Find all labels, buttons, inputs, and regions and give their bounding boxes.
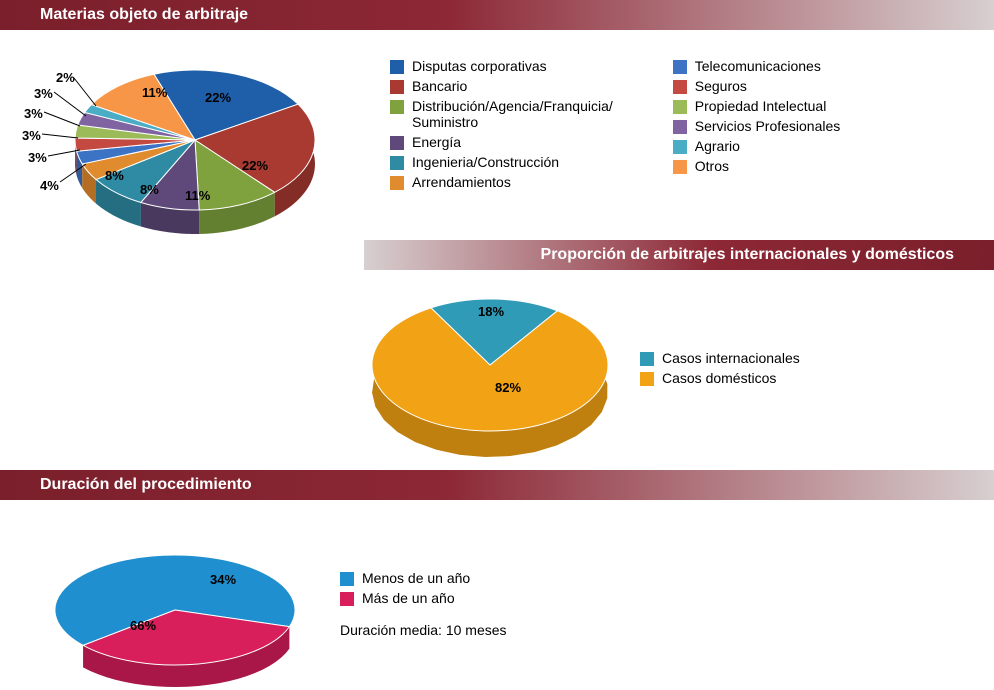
legend-item: Propiedad Intelectual: [673, 98, 841, 114]
legend-duracion: Menos de un año Más de un año Duración me…: [340, 570, 507, 638]
legend-item: Casos internacionales: [640, 350, 800, 366]
pie-proporcion-labels: 18% 82%: [0, 270, 994, 470]
legend-label: Distribución/Agencia/Franquicia/Suminist…: [412, 98, 613, 130]
legend-label: Seguros: [695, 78, 747, 94]
legend-swatch: [390, 60, 404, 74]
section-title: Duración del procedimiento: [40, 476, 252, 493]
legend-materias: Disputas corporativas Bancario Distribució…: [390, 58, 840, 194]
duracion-footnote: Duración media: 10 meses: [340, 622, 507, 638]
legend-item: Más de un año: [340, 590, 507, 606]
legend-label: Casos domésticos: [662, 370, 776, 386]
legend-swatch: [340, 592, 354, 606]
legend-label: Menos de un año: [362, 570, 470, 586]
legend-label: Agrario: [695, 138, 740, 154]
legend-swatch: [673, 60, 687, 74]
legend-item: Disputas corporativas: [390, 58, 613, 74]
legend-label: Otros: [695, 158, 729, 174]
legend-swatch: [673, 140, 687, 154]
legend-item: Distribución/Agencia/Franquicia/Suminist…: [390, 98, 613, 130]
slice-pct-label: 11%: [142, 85, 167, 100]
slice-pct-label: 11%: [185, 188, 210, 203]
legend-label: Más de un año: [362, 590, 455, 606]
legend-item: Servicios Profesionales: [673, 118, 841, 134]
section-title: Materias objeto de arbitraje: [40, 6, 248, 23]
slice-pct-label: 82%: [495, 380, 521, 395]
legend-swatch: [673, 120, 687, 134]
legend-swatch: [390, 80, 404, 94]
legend-swatch: [640, 352, 654, 366]
legend-item: Bancario: [390, 78, 613, 94]
legend-item: Otros: [673, 158, 841, 174]
section-title: Proporción de arbitrajes internacionales…: [541, 246, 954, 263]
legend-swatch: [640, 372, 654, 386]
section-title-bar: Materias objeto de arbitraje: [0, 0, 994, 30]
legend-label: Disputas corporativas: [412, 58, 547, 74]
legend-label: Servicios Profesionales: [695, 118, 841, 134]
legend-item: Energía: [390, 134, 613, 150]
section-title-bar: Proporción de arbitrajes internacionales…: [364, 240, 994, 270]
pie-materias-labels: 22%22%11%8%8%4%3%3%3%3%2%11%: [0, 30, 370, 240]
legend-swatch: [673, 160, 687, 174]
legend-swatch: [390, 136, 404, 150]
slice-pct-label: 4%: [40, 178, 59, 193]
slice-pct-label: 22%: [205, 90, 231, 105]
slice-pct-label: 3%: [24, 106, 43, 121]
legend-proporcion: Casos internacionales Casos domésticos: [640, 350, 800, 388]
legend-swatch: [390, 156, 404, 170]
legend-label: Energía: [412, 134, 461, 150]
legend-item: Menos de un año: [340, 570, 507, 586]
legend-label: Bancario: [412, 78, 467, 94]
legend-item: Seguros: [673, 78, 841, 94]
legend-swatch: [390, 100, 404, 114]
legend-swatch: [673, 100, 687, 114]
slice-pct-label: 18%: [478, 304, 504, 319]
section-proporcion: Proporción de arbitrajes internacionales…: [0, 240, 994, 470]
legend-swatch: [340, 572, 354, 586]
legend-item: Agrario: [673, 138, 841, 154]
slice-pct-label: 66%: [130, 618, 156, 633]
legend-label: Ingenieria/Construcción: [412, 154, 559, 170]
slice-pct-label: 8%: [105, 168, 124, 183]
slice-pct-label: 3%: [34, 86, 53, 101]
legend-label: Arrendamientos: [412, 174, 511, 190]
legend-label: Propiedad Intelectual: [695, 98, 827, 114]
section-duracion: Duración del procedimiento 66% 34% Menos …: [0, 470, 994, 690]
legend-label: Casos internacionales: [662, 350, 800, 366]
legend-item: Casos domésticos: [640, 370, 800, 386]
section-materias: Materias objeto de arbitraje 22% 22% 11% 8%…: [0, 0, 994, 240]
legend-item: Telecomunicaciones: [673, 58, 841, 74]
legend-label: Telecomunicaciones: [695, 58, 821, 74]
legend-swatch: [673, 80, 687, 94]
legend-item: Arrendamientos: [390, 174, 613, 190]
slice-pct-label: 2%: [56, 70, 75, 85]
slice-pct-label: 3%: [28, 150, 47, 165]
slice-pct-label: 34%: [210, 572, 236, 587]
section-title-bar: Duración del procedimiento: [0, 470, 994, 500]
legend-swatch: [390, 176, 404, 190]
slice-pct-label: 22%: [242, 158, 268, 173]
slice-pct-label: 8%: [140, 182, 159, 197]
slice-pct-label: 3%: [22, 128, 41, 143]
pie-duracion-labels: 66% 34%: [0, 500, 370, 690]
legend-item: Ingenieria/Construcción: [390, 154, 613, 170]
